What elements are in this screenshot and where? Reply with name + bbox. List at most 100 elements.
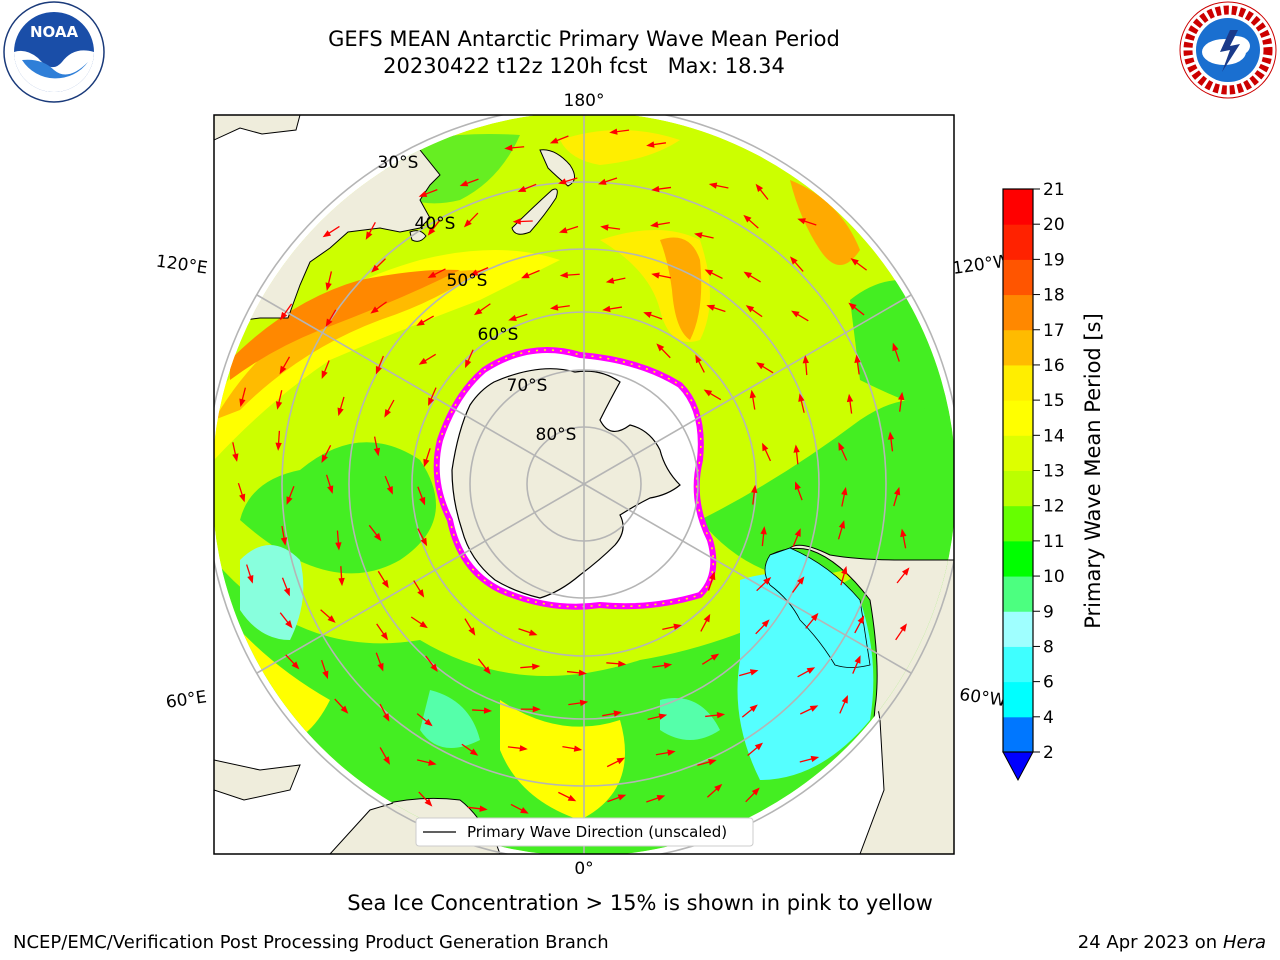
wave-arrow-head	[424, 798, 433, 807]
colorbar-swatch	[1003, 189, 1033, 225]
wave-arrow-head	[791, 310, 800, 318]
wave-arrow-head	[532, 706, 541, 713]
lat-label-60s: 60°S	[478, 325, 519, 345]
colorbar: 2 4 6 8 9 10 11 12 13 14 15 16 17 18 19 20 21 Primary Wa…	[1002, 180, 1105, 782]
wave-arrow-head	[663, 662, 673, 669]
wave-arrow-head	[846, 393, 854, 403]
wave-arrow-head	[798, 393, 805, 402]
wave-arrow-head	[469, 269, 479, 276]
wave-arrow-head	[761, 619, 770, 628]
colorbar-tick-label: 9	[1043, 602, 1054, 622]
wave-arrow-head	[754, 742, 764, 751]
wave-arrow-head	[743, 214, 752, 223]
wave-arrow-head	[605, 277, 615, 284]
wave-arrow-head	[375, 365, 382, 375]
wave-arrow-head	[797, 576, 805, 585]
colorbar-swatch	[1003, 470, 1033, 507]
wave-arrow-head	[810, 612, 819, 622]
wave-arrow-head	[794, 481, 801, 490]
wave-arrow-head	[762, 442, 769, 452]
wave-arrow-head	[658, 713, 668, 720]
wave-arrow-head	[838, 520, 845, 529]
wave-arrow-head	[793, 444, 800, 453]
wave-arrow-head	[239, 398, 246, 408]
wave-arrow-head	[600, 224, 609, 231]
colorbar-tick-label: 17	[1043, 321, 1065, 341]
wave-arrow-head	[710, 653, 720, 661]
meridian-label-60e: 60°E	[165, 687, 208, 712]
wave-arrow-head	[465, 359, 472, 369]
wave-arrow-head	[423, 458, 430, 468]
wave-direction-arrows	[232, 128, 910, 842]
wave-arrow-head	[504, 144, 513, 152]
land-outside-nw	[214, 115, 301, 141]
wave-arrow-head	[386, 486, 393, 495]
wave-arrow-head	[894, 486, 901, 496]
wave-arrow-head	[854, 655, 861, 664]
wave-arrow-head	[810, 755, 820, 763]
wave-arrow-head	[755, 183, 764, 193]
wave-arrow-head	[420, 537, 428, 547]
footer-date-text: 24 Apr 2023 on	[1077, 932, 1223, 953]
map-subtitle: 20230422 t12z 120h fcst Max: 18.34	[383, 54, 785, 78]
wave-arrow-head	[417, 589, 425, 598]
wave-arrow-head	[745, 305, 755, 313]
map-frame	[213, 114, 955, 855]
wave-arrow-head	[517, 185, 527, 192]
wave-arrow-head	[709, 571, 716, 581]
colorbar-tick-label: 15	[1043, 391, 1065, 411]
wave-arrow-head	[468, 627, 476, 636]
wave-arrow-head	[427, 227, 436, 236]
wave-arrow-head	[656, 343, 665, 352]
wave-arrow-head	[602, 305, 611, 313]
colorbar-swatch	[1003, 435, 1033, 471]
meridian-label-180: 180°	[564, 91, 605, 111]
wave-arrow-head	[335, 542, 342, 551]
wave-arrow-head	[508, 314, 517, 321]
wave-arrow-head	[597, 178, 607, 185]
wave-arrow-head	[327, 615, 336, 623]
wave-arrow-head	[901, 567, 910, 576]
wave-arrow-head	[656, 795, 666, 802]
wave-arrow-head	[424, 718, 433, 727]
colorbar-label: Primary Wave Mean Period [s]	[1081, 313, 1105, 629]
wave-arrow-head	[616, 757, 626, 765]
colorbar-swatch	[1003, 259, 1033, 296]
wave-arrow-head	[706, 304, 715, 311]
wave-arrow-head	[609, 128, 618, 135]
colorbar-tick-label: 19	[1043, 250, 1065, 270]
wave-arrow-head	[418, 190, 428, 197]
wave-arrow-head	[416, 319, 425, 326]
colorbar-swatch	[1003, 716, 1033, 753]
colorbar-swatch	[1003, 224, 1033, 260]
wave-arrow-head	[558, 227, 568, 234]
wave-arrow-head	[549, 137, 559, 144]
wave-arrow-head	[280, 311, 288, 321]
wave-arrow-head	[854, 354, 861, 364]
wave-arrow-head	[380, 631, 389, 641]
wave-arrow-head	[756, 362, 765, 370]
wave-arrow-head	[573, 745, 583, 752]
colorbar-tick-label: 21	[1043, 180, 1065, 200]
wave-arrow-head	[381, 579, 389, 589]
wave-arrow-head	[428, 759, 437, 766]
colorbar-swatch	[1003, 294, 1033, 331]
lat-label-40s: 40°S	[415, 214, 456, 234]
wave-arrow-head	[618, 660, 627, 667]
wave-arrow-head	[549, 304, 559, 311]
colorbar-swatch	[1003, 611, 1033, 647]
colorbar-swatch	[1003, 505, 1033, 542]
colorbar-swatch	[1003, 329, 1033, 366]
wave-arrow-head	[322, 670, 329, 680]
wave-arrow-head	[646, 141, 655, 148]
wave-arrow-head	[247, 575, 254, 584]
wave-arrow-head	[327, 485, 334, 494]
wave-arrow-head	[667, 749, 676, 756]
wave-arrow-head	[887, 431, 895, 440]
wave-arrow-head	[377, 662, 384, 672]
wave-arrow-head	[232, 453, 239, 462]
wave-arrow-head	[239, 493, 246, 503]
wave-arrow-head	[899, 623, 907, 632]
wave-arrow-head	[321, 370, 328, 380]
footer-date: 24 Apr 2023 on Hera	[1078, 932, 1266, 953]
